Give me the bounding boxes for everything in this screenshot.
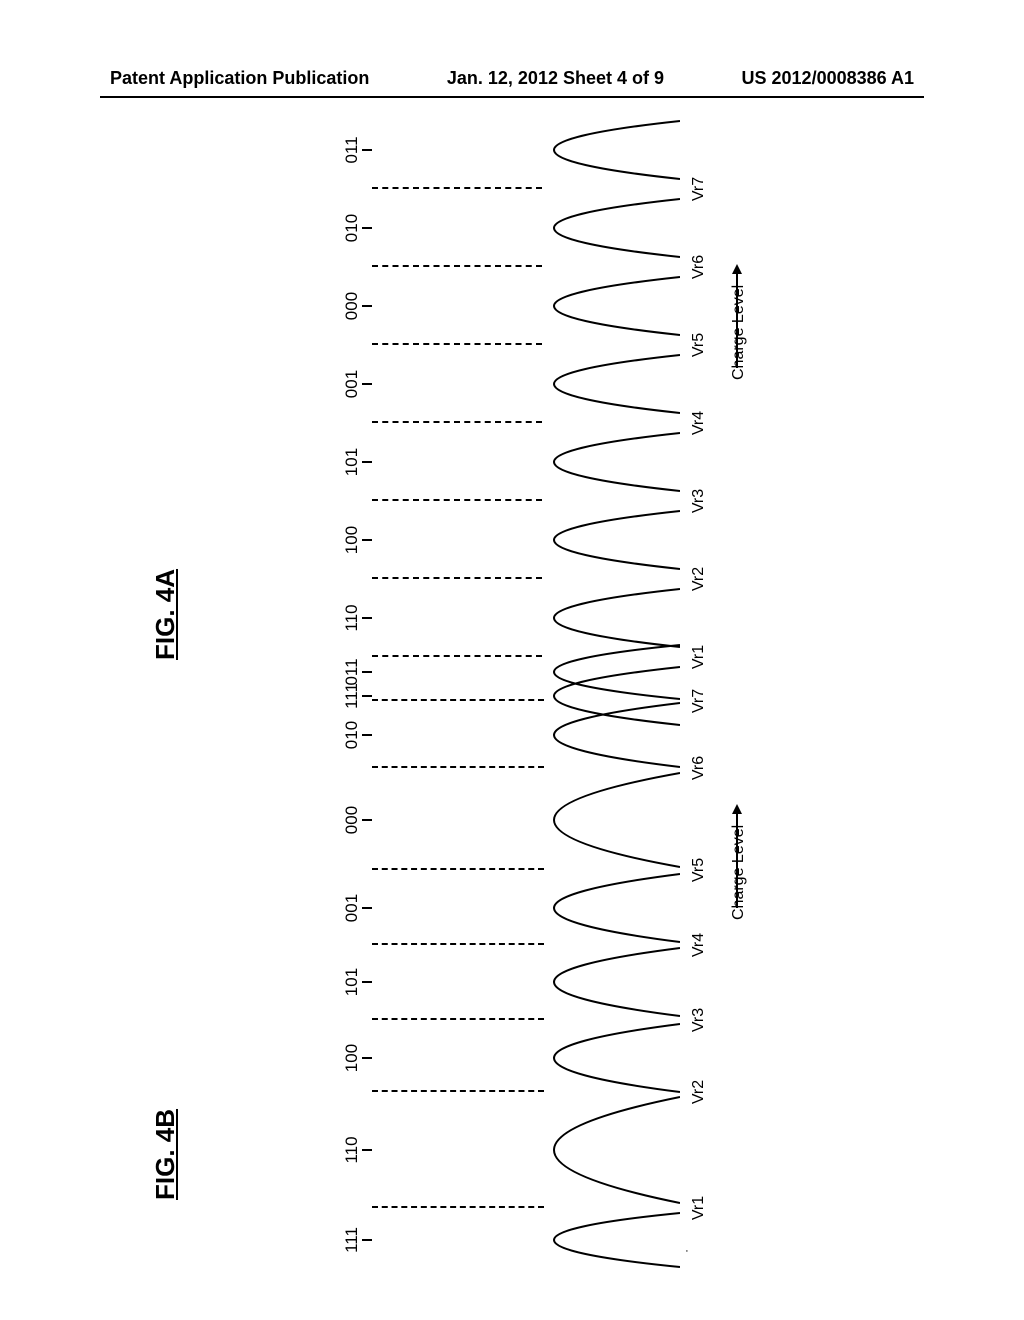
state-tick	[362, 734, 372, 736]
state-label: 010	[342, 721, 362, 749]
threshold-label: Vr3	[690, 489, 708, 513]
stray-mark: .	[677, 1249, 691, 1252]
threshold-line	[372, 1206, 544, 1208]
threshold-label: Vr7	[690, 177, 708, 201]
distribution-curve	[550, 197, 680, 259]
header-left: Patent Application Publication	[110, 68, 369, 89]
state-tick	[362, 539, 372, 541]
threshold-label: Vr4	[690, 411, 708, 435]
threshold-line	[372, 943, 544, 945]
distribution-curve	[550, 771, 680, 869]
state-tick	[362, 305, 372, 307]
state-tick	[362, 149, 372, 151]
distribution-curve	[550, 509, 680, 571]
state-tick	[362, 819, 372, 821]
state-tick	[362, 981, 372, 983]
threshold-line	[372, 868, 544, 870]
threshold-line	[372, 499, 542, 501]
chart-area-4a: 111110100101001000010011Vr1Vr2Vr3Vr4Vr5V…	[340, 110, 820, 730]
threshold-label: Vr5	[690, 333, 708, 357]
distribution-curve	[550, 701, 680, 769]
distribution-curve	[550, 946, 680, 1018]
state-tick	[362, 461, 372, 463]
distribution-curve	[550, 587, 680, 649]
threshold-label: Vr4	[690, 933, 708, 957]
threshold-line	[372, 577, 542, 579]
threshold-label: Vr2	[690, 567, 708, 591]
figure-label: FIG. 4A	[150, 569, 181, 660]
state-label: 100	[342, 1044, 362, 1072]
threshold-line	[372, 265, 542, 267]
threshold-line	[372, 343, 542, 345]
threshold-line	[372, 699, 544, 701]
state-label: 011	[342, 136, 362, 163]
state-label: 101	[342, 448, 362, 476]
header-rule	[100, 96, 924, 98]
state-tick	[362, 617, 372, 619]
state-tick	[362, 227, 372, 229]
state-label: 100	[342, 526, 362, 554]
distribution-curve	[550, 1095, 680, 1205]
threshold-line	[372, 1090, 544, 1092]
axis-arrow-icon	[736, 272, 738, 368]
distribution-curve	[550, 119, 680, 181]
distribution-curve	[550, 1022, 680, 1094]
distribution-curve	[550, 353, 680, 415]
state-tick	[362, 383, 372, 385]
state-label: 101	[342, 968, 362, 996]
threshold-label: Vr1	[690, 1196, 708, 1220]
axis-label: Charge Level	[730, 825, 748, 920]
header-right: US 2012/0008386 A1	[742, 68, 914, 89]
threshold-line	[372, 766, 544, 768]
state-label: 001	[342, 370, 362, 398]
state-label: 011	[342, 658, 362, 685]
header-center: Jan. 12, 2012 Sheet 4 of 9	[447, 68, 664, 89]
threshold-label: Vr7	[690, 689, 708, 713]
threshold-line	[372, 187, 542, 189]
state-label: 000	[342, 292, 362, 320]
axis-label: Charge Level	[730, 285, 748, 380]
threshold-label: Vr5	[690, 858, 708, 882]
state-tick	[362, 1239, 372, 1241]
state-label: 110	[342, 1136, 362, 1163]
state-label: 110	[342, 604, 362, 631]
state-tick	[362, 907, 372, 909]
distribution-curve	[550, 431, 680, 493]
state-label: 010	[342, 214, 362, 242]
distribution-curve	[550, 643, 680, 701]
threshold-line	[372, 421, 542, 423]
threshold-label: Vr6	[690, 756, 708, 780]
chart-area-4b: 111 110 100 101 001 000 010 011 Vr1 Vr2 Vr3 Vr4 Vr5 V…	[340, 650, 820, 1270]
distribution-curve	[550, 1211, 680, 1269]
threshold-label: Vr6	[690, 255, 708, 279]
distribution-curve	[550, 872, 680, 944]
threshold-label: Vr2	[690, 1080, 708, 1104]
axis-arrow-icon	[736, 812, 738, 908]
state-tick	[362, 1149, 372, 1151]
distribution-curve	[550, 275, 680, 337]
figure-label: FIG. 4B	[150, 1109, 181, 1200]
page-header: Patent Application Publication Jan. 12, …	[0, 68, 1024, 89]
threshold-label: Vr3	[690, 1008, 708, 1032]
figure-4b: FIG. 4B 111110100101001000010011Vr1Vr2Vr…	[210, 720, 910, 1240]
state-label: 111	[342, 1227, 362, 1253]
state-label: 001	[342, 894, 362, 922]
threshold-line	[372, 1018, 544, 1020]
state-tick	[362, 1057, 372, 1059]
figure-4a: FIG. 4A 111110100101001000010011Vr1Vr2Vr…	[210, 180, 910, 700]
state-tick	[362, 671, 372, 673]
state-label: 000	[342, 806, 362, 834]
